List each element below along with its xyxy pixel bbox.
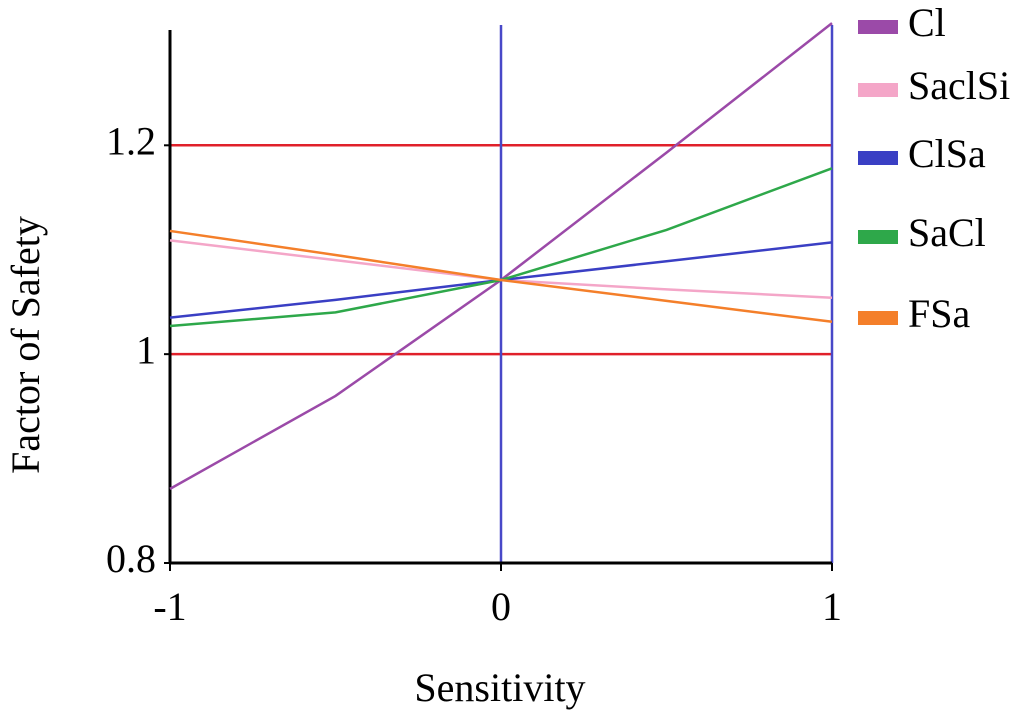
legend-swatch [858,151,898,165]
legend-label: Cl [908,0,946,45]
y-axis-label: Factor of Safety [3,216,48,474]
x-tick-label: -1 [153,584,186,629]
y-tick-label: 0.8 [106,536,156,581]
legend-swatch [858,83,898,97]
series-line [169,229,833,324]
legend-label: FSa [908,291,970,336]
legend-swatch [858,230,898,244]
x-tick-label: 1 [822,584,842,629]
legend-label: SaCl [908,210,986,255]
x-tick-label: 0 [491,584,511,629]
x-axis-label: Sensitivity [414,665,585,710]
legend-label: SaclSi [908,63,1010,108]
legend-swatch [858,311,898,325]
legend-swatch [858,20,898,34]
y-tick-label: 1.2 [106,118,156,163]
legend-label: ClSa [908,131,986,176]
y-tick-label: 1 [136,327,156,372]
